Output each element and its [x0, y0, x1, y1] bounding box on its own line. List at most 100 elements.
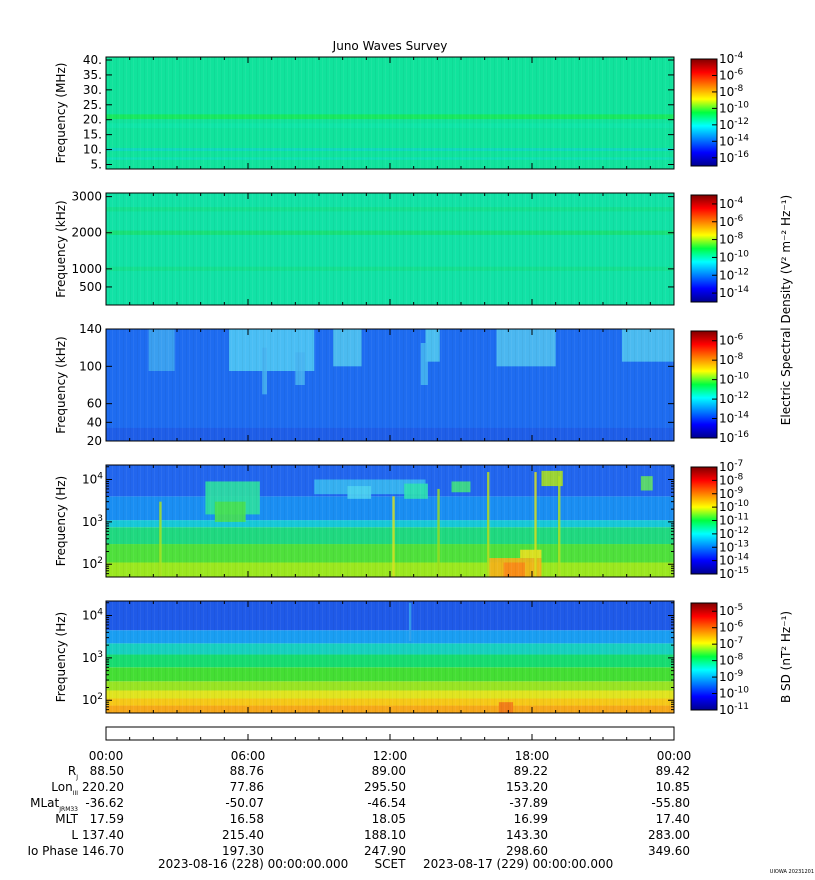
- colorbar: [690, 330, 718, 439]
- y-tick-label: 35.: [83, 68, 102, 82]
- colorbar-tick-label: 10-6: [719, 333, 744, 348]
- colorbar-tick-label: 10-7: [719, 636, 743, 651]
- panel-2: 3000 2000 1000 500 Frequency (kHz) 10-4 10-6 10…: [54, 190, 793, 426]
- colorbar-tick-label: 10-15: [719, 566, 749, 581]
- colorbar-tick-label: 10-10: [719, 372, 749, 387]
- panel-1: 40.35.30.25.20.15.10.5. Frequency (MHz) 10…: [54, 51, 749, 172]
- ephemeris-value: 220.20: [82, 780, 124, 794]
- colorbar-tick-label: 10-8: [719, 653, 744, 668]
- colorbar-tick-label: 10-8: [719, 84, 744, 99]
- colorbar-tick-label: 10-16: [719, 430, 749, 445]
- y-tick-label: 20.: [83, 113, 102, 127]
- colorbar-tick-label: 10-14: [719, 285, 749, 300]
- y-tick-label: 104: [82, 472, 103, 487]
- ephemeris-value: 146.70: [82, 844, 124, 858]
- ephemeris-value: 298.60: [506, 844, 548, 858]
- colorbar-tick-label: 10-12: [719, 391, 749, 406]
- colorbar-tick-label: 10-5: [719, 603, 743, 618]
- colorbar: [690, 602, 718, 711]
- ephemeris-value: 188.10: [364, 828, 406, 842]
- y-tick-label: 3000: [71, 190, 102, 204]
- colorbar-label: Electric Spectral Density (V² m⁻² Hz⁻¹): [779, 195, 793, 425]
- colorbar-tick-label: 10-6: [719, 214, 744, 229]
- colorbar-tick-label: 10-8: [719, 352, 744, 367]
- ephemeris-value: 88.50: [90, 764, 124, 778]
- colorbar-tick-label: 10-4: [719, 51, 744, 66]
- y-tick-label: 103: [82, 650, 103, 665]
- colorbar-tick-label: 10-10: [719, 499, 749, 514]
- time-tick-label: 00:00: [657, 749, 692, 763]
- time-tick-label: 12:00: [373, 749, 408, 763]
- y-tick-label: 15.: [83, 128, 102, 142]
- time-tick-label: 06:00: [231, 749, 266, 763]
- time-tick-label: 18:00: [515, 749, 550, 763]
- y-tick-label: 25.: [83, 98, 102, 112]
- colorbar-tick-label: 10-4: [719, 196, 744, 211]
- ephemeris-value: 89.00: [372, 764, 406, 778]
- ephemeris-value: 295.50: [364, 780, 406, 794]
- footer-scet: SCET: [375, 857, 407, 871]
- y-tick-label: 40: [87, 415, 102, 429]
- colorbar-tick-label: 10-8: [719, 472, 744, 487]
- ephemeris-value: 17.59: [90, 812, 124, 826]
- ephemeris-value: 349.60: [648, 844, 690, 858]
- ephemeris-value: 17.40: [656, 812, 690, 826]
- spectrogram-texture: [106, 193, 674, 305]
- y-tick-label: 102: [82, 556, 103, 571]
- y-axis-label: Frequency (MHz): [54, 63, 68, 164]
- ephemeris-value: 137.40: [82, 828, 124, 842]
- ephemeris-value: -55.80: [651, 796, 690, 810]
- colorbar-tick-label: 10-10: [719, 100, 749, 115]
- spectrogram-texture: [106, 601, 674, 713]
- colorbar-tick-label: 10-6: [719, 620, 744, 635]
- colorbar: [690, 58, 718, 167]
- colorbar-tick-label: 10-14: [719, 133, 749, 148]
- y-tick-label: 103: [82, 514, 103, 529]
- spectrogram-texture: [106, 329, 674, 441]
- colorbar-tick-label: 10-14: [719, 553, 749, 568]
- colorbar-tick-label: 10-11: [719, 702, 749, 717]
- colorbar-tick-label: 10-16: [719, 150, 749, 165]
- colorbar-tick-label: 10-9: [719, 486, 744, 501]
- ephemeris-label: RJ: [68, 764, 78, 781]
- y-tick-label: 20: [87, 434, 102, 448]
- ephemeris-label: LonIII: [51, 780, 78, 797]
- ephemeris-value: -37.89: [509, 796, 548, 810]
- y-axis-label: Frequency (Hz): [54, 476, 68, 567]
- spectrogram-texture: [106, 57, 674, 169]
- ephemeris-value: 16.58: [230, 812, 264, 826]
- y-tick-label: 102: [82, 692, 103, 707]
- y-tick-label: 40.: [83, 53, 102, 67]
- y-axis-label: Frequency (kHz): [54, 200, 68, 297]
- colorbar-tick-label: 10-14: [719, 411, 749, 426]
- ephemeris-value: 18.05: [372, 812, 406, 826]
- colorbar-tick-label: 10-12: [719, 117, 749, 132]
- footer-start: 2023-08-16 (228) 00:00:00.000: [158, 857, 348, 871]
- y-tick-label: 10.: [83, 143, 102, 157]
- panel-3: 140 100 60 40 20 Frequency (kHz) 10-6 10-8 10-10…: [54, 322, 749, 448]
- y-tick-label: 1000: [71, 262, 102, 276]
- y-tick-label: 104: [82, 608, 103, 623]
- spectrogram-texture: [106, 465, 674, 577]
- colorbar-tick-label: 10-11: [719, 513, 749, 528]
- time-tick-label: 00:00: [89, 749, 124, 763]
- ephemeris-value: 10.85: [656, 780, 690, 794]
- colorbar-tick-label: 10-12: [719, 526, 749, 541]
- ephemeris-value: 88.76: [230, 764, 264, 778]
- y-tick-label: 5.: [91, 158, 102, 172]
- ephemeris-value: 16.99: [514, 812, 548, 826]
- colorbar-tick-label: 10-8: [719, 232, 744, 247]
- ephemeris-value: 197.30: [222, 844, 264, 858]
- panel-4: 104 103 102 Frequency (Hz) 10-710-810-910-10…: [54, 459, 749, 581]
- ephemeris-value: -36.62: [85, 796, 124, 810]
- ephemeris-value: 283.00: [648, 828, 690, 842]
- colorbar-tick-label: 10-10: [719, 249, 749, 264]
- ephemeris-label: L: [71, 828, 78, 842]
- ephemeris-value: -50.07: [225, 796, 264, 810]
- chart-title: Juno Waves Survey: [332, 39, 448, 53]
- ephemeris-value: 153.20: [506, 780, 548, 794]
- y-tick-label: 30.: [83, 83, 102, 97]
- ephemeris-value: 89.22: [514, 764, 548, 778]
- ephemeris-value: 77.86: [230, 780, 264, 794]
